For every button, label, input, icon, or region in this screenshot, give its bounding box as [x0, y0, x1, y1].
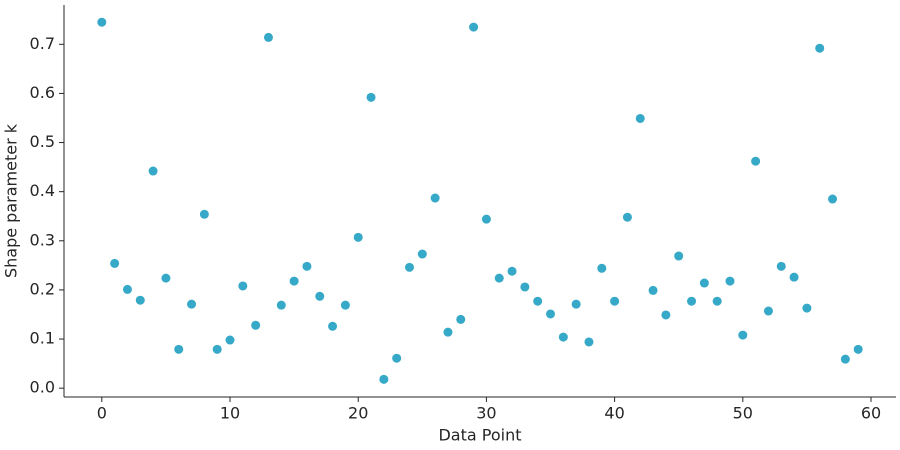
- point: [174, 344, 184, 354]
- point: [648, 285, 658, 295]
- point: [340, 300, 350, 310]
- point: [815, 43, 825, 53]
- point: [366, 92, 376, 102]
- point: [443, 327, 453, 337]
- point: [751, 156, 761, 166]
- x-tick-label: 30: [476, 404, 496, 423]
- y-tick-label: 0.4: [30, 181, 55, 200]
- point: [148, 166, 158, 176]
- point: [263, 32, 273, 42]
- point: [533, 296, 543, 306]
- point: [212, 344, 222, 354]
- point: [558, 332, 568, 342]
- point: [712, 296, 722, 306]
- point: [289, 276, 299, 286]
- point: [699, 278, 709, 288]
- point: [481, 214, 491, 224]
- point: [199, 209, 209, 219]
- y-tick-label: 0.2: [30, 279, 55, 298]
- point: [135, 295, 145, 305]
- point: [687, 296, 697, 306]
- point: [97, 17, 107, 27]
- point: [417, 249, 427, 259]
- point: [251, 320, 261, 330]
- point: [456, 314, 466, 324]
- point: [302, 261, 312, 271]
- point: [110, 258, 120, 268]
- x-tick-label: 60: [861, 404, 881, 423]
- x-tick-label: 20: [348, 404, 368, 423]
- x-tick-label: 10: [220, 404, 240, 423]
- point: [840, 354, 850, 364]
- point: [853, 344, 863, 354]
- point: [430, 193, 440, 203]
- point: [469, 22, 479, 32]
- point: [597, 263, 607, 273]
- point: [494, 273, 504, 283]
- point: [725, 276, 735, 286]
- y-axis-label: Shape parameter k: [2, 123, 21, 278]
- point: [392, 353, 402, 363]
- point: [507, 266, 517, 276]
- y-tick-label: 0.3: [30, 230, 55, 249]
- point: [610, 296, 620, 306]
- point: [238, 281, 248, 291]
- point: [802, 303, 812, 313]
- point: [661, 310, 671, 320]
- point: [776, 261, 786, 271]
- point: [571, 299, 581, 309]
- point: [161, 273, 171, 283]
- point: [622, 212, 632, 222]
- point: [520, 282, 530, 292]
- point: [828, 194, 838, 204]
- x-tick-label: 50: [733, 404, 753, 423]
- y-tick-label: 0.7: [30, 34, 55, 53]
- point: [328, 321, 338, 331]
- point: [546, 309, 556, 319]
- point: [789, 272, 799, 282]
- point: [187, 299, 197, 309]
- point: [315, 291, 325, 301]
- point: [353, 232, 363, 242]
- point: [379, 374, 389, 384]
- y-tick-label: 0.1: [30, 329, 55, 348]
- x-tick-label: 0: [97, 404, 107, 423]
- point: [674, 251, 684, 261]
- point: [276, 300, 286, 310]
- y-tick-label: 0.5: [30, 132, 55, 151]
- y-tick-label: 0.0: [30, 378, 55, 397]
- point: [225, 335, 235, 345]
- point: [404, 262, 414, 272]
- x-axis-label: Data Point: [438, 426, 521, 445]
- point: [738, 330, 748, 340]
- point: [635, 113, 645, 123]
- y-tick-label: 0.6: [30, 83, 55, 102]
- point: [763, 306, 773, 316]
- point: [584, 337, 594, 347]
- point: [122, 284, 132, 294]
- x-tick-label: 40: [604, 404, 624, 423]
